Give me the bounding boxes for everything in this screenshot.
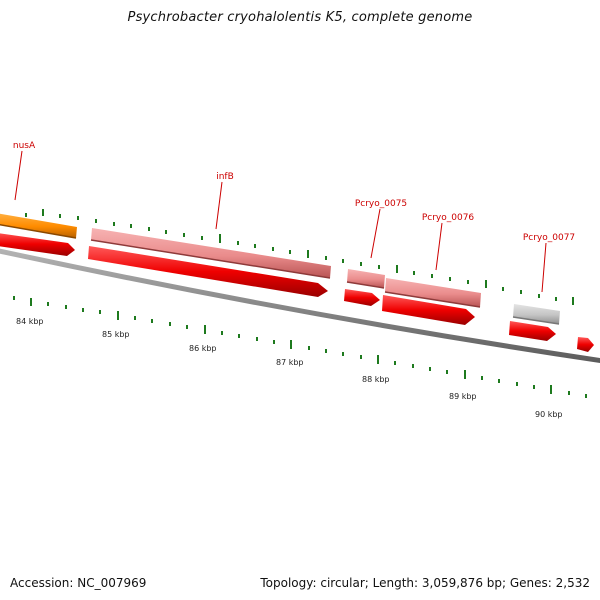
label-leaders <box>14 150 547 293</box>
scale-label-85: 85 kbp <box>102 330 130 339</box>
cds-arrow-nusA[interactable] <box>0 232 75 256</box>
scale-labels: 84 kbp 85 kbp 86 kbp 87 kbp 88 kbp 89 kb… <box>16 317 563 419</box>
gene-feature-pcryo-0077[interactable] <box>512 304 560 325</box>
cds-arrow-next[interactable] <box>577 337 594 352</box>
scale-label-89: 89 kbp <box>449 392 477 401</box>
scale-label-84: 84 kbp <box>16 317 44 326</box>
map-title: Psychrobacter cryohalolentis K5, complet… <box>127 10 473 25</box>
genome-summary-text: Topology: circular; Length: 3,059,876 bp… <box>260 576 590 590</box>
gene-label-nusA[interactable]: nusA <box>13 141 36 151</box>
scale-label-87: 87 kbp <box>276 358 304 367</box>
scale-label-90: 90 kbp <box>535 410 563 419</box>
cds-arrow-pcryo-0076[interactable] <box>382 295 475 325</box>
accession-text: Accession: NC_007969 <box>10 576 147 590</box>
gene-track <box>0 212 560 325</box>
upper-ticks <box>25 209 574 305</box>
scale-label-88: 88 kbp <box>362 375 390 384</box>
scale-label-86: 86 kbp <box>189 344 217 353</box>
lower-ticks <box>13 296 587 398</box>
gene-feature-infB[interactable] <box>90 228 331 279</box>
cds-track <box>0 232 594 352</box>
gene-feature-pcryo-0076[interactable] <box>384 278 481 308</box>
genome-backbone <box>0 248 600 364</box>
gene-feature-nusA[interactable] <box>0 212 77 239</box>
cds-arrow-pcryo-0075[interactable] <box>344 289 380 306</box>
gene-label-pcryo-0076[interactable]: Pcryo_0076 <box>422 213 475 223</box>
cds-arrow-pcryo-0077[interactable] <box>509 321 556 341</box>
gene-labels: nusA infB Pcryo_0075 Pcryo_0076 Pcryo_00… <box>13 141 575 243</box>
gene-feature-pcryo-0075[interactable] <box>346 269 385 289</box>
gene-label-pcryo-0075[interactable]: Pcryo_0075 <box>355 199 407 209</box>
gene-label-infB[interactable]: infB <box>216 172 234 182</box>
cds-arrow-infB[interactable] <box>88 246 328 297</box>
gene-label-pcryo-0077[interactable]: Pcryo_0077 <box>523 233 575 243</box>
